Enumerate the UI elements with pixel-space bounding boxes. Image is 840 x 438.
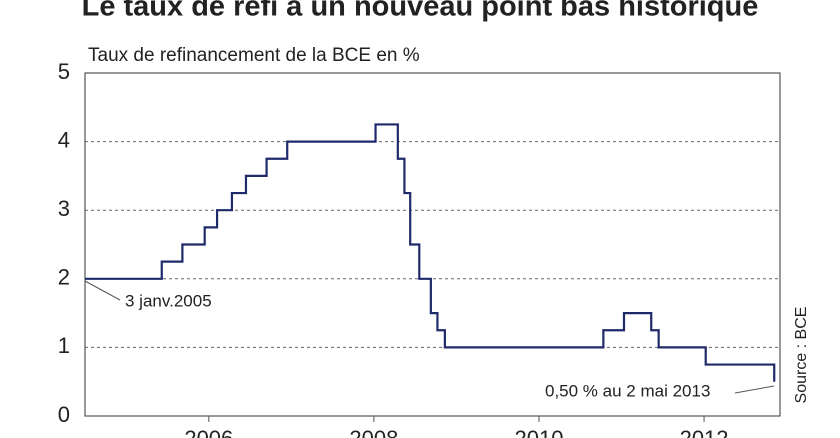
x-tick-label: 2010 [515,426,564,438]
y-tick-label: 2 [58,265,70,290]
x-tick-label: 2012 [680,426,729,438]
annotation: 3 janv.2005 [125,291,212,310]
x-tick-label: 2008 [349,426,398,438]
source: Source : BCE [793,307,810,404]
rate-line [85,123,776,382]
y-tick-label: 5 [58,59,70,84]
y-tick-label: 0 [58,402,70,427]
y-axis-label: Taux de refinancement de la BCE en % [88,45,420,66]
y-tick-label: 4 [58,127,70,152]
annotation-leader [84,280,121,301]
plot-frame [84,72,781,417]
y-tick-label: 3 [58,196,70,221]
chart-title: Le taux de refi à un nouveau point bas h… [82,0,759,23]
y-tick-label: 1 [58,333,70,358]
x-tick-label: 2006 [184,426,233,438]
annotation: 0,50 % au 2 mai 2013 [545,381,710,400]
annotation-leader [734,385,775,394]
